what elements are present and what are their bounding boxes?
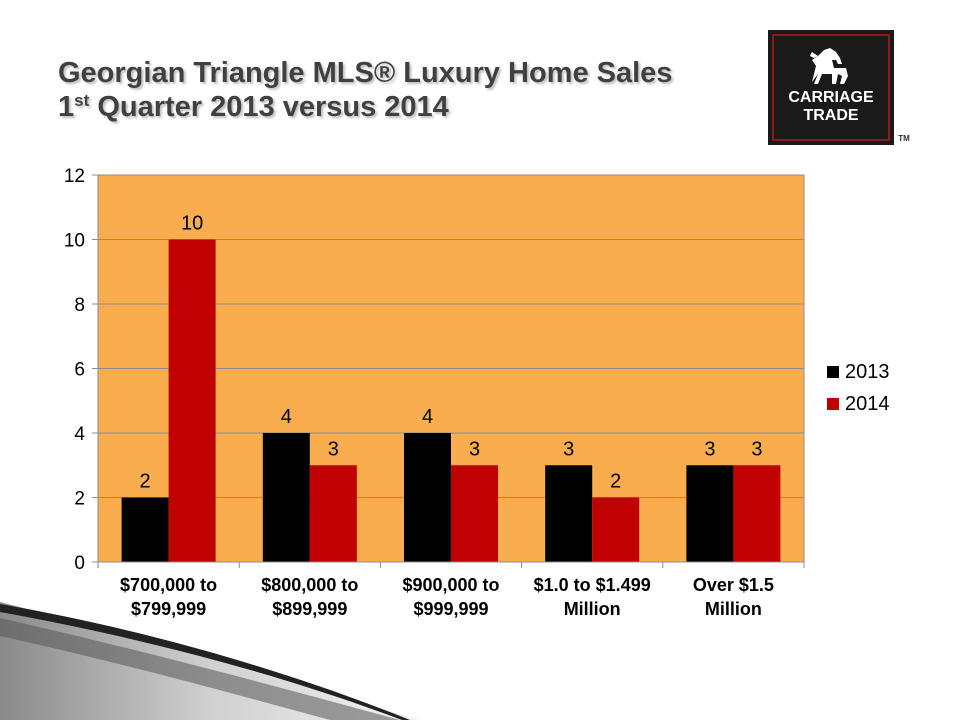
logo-line2: TRADE [803,107,858,124]
bar-2013 [121,497,169,562]
bar-2014 [733,465,781,562]
x-tick-label: $700,000 to [120,575,217,595]
x-tick-label: $1.0 to $1.499 [534,575,651,595]
title-line2-number: 1 [58,91,75,123]
title-line2-superscript: st [74,91,90,110]
bar-2013 [686,465,734,562]
x-tick-label: $799,999 [131,599,206,619]
data-label: 3 [751,438,762,460]
x-axis: $700,000 to $799,999 $800,000 to $899,999 $9… [97,561,805,619]
bar-2014 [309,465,357,562]
x-tick-label: Over $1.5 [693,575,774,595]
logo-trademark: TM [898,134,910,143]
legend-label-2014: 2014 [845,393,890,415]
data-label: 3 [469,438,480,460]
x-tick-label: Million [564,599,621,619]
y-tick-label: 10 [64,231,85,252]
y-tick-label: 4 [74,424,85,445]
data-label: 2 [140,471,151,493]
y-tick-label: 12 [64,166,85,187]
legend-swatch-2013 [827,366,839,378]
legend: 2013 2014 [827,361,890,415]
bar-2014 [168,239,216,562]
y-tick-label: 2 [74,489,85,510]
bar-2014 [451,465,498,562]
data-label: 10 [181,213,203,235]
bars [121,239,781,562]
bar-2014 [592,497,640,562]
data-label: 3 [563,438,574,460]
carriage-trade-logo: CARRIAGE TRADE TM [768,30,910,145]
data-label: 4 [281,406,292,428]
title-line2: 1st Quarter 2013 versus 2014 [58,90,672,124]
title-line1: Georgian Triangle MLS® Luxury Home Sales [58,57,673,89]
data-label: 3 [328,438,339,460]
x-tick-label: $900,000 to [402,575,499,595]
decorative-swoosh [0,602,420,720]
legend-swatch-2014 [827,398,839,410]
bar-2013 [545,465,593,562]
y-tick-label: 6 [74,360,85,381]
data-label: 3 [704,438,715,460]
x-tick-label: $999,999 [413,599,488,619]
logo-line1: CARRIAGE [788,89,874,106]
x-tick-label: Million [705,599,762,619]
y-tick-label: 8 [74,295,85,316]
title-line2-rest: Quarter 2013 versus 2014 [89,91,449,123]
data-label: 4 [422,406,433,428]
y-axis: 0 2 4 6 8 10 12 [64,166,98,574]
bar-2013 [404,433,451,562]
data-label: 2 [610,471,621,493]
page-title: Georgian Triangle MLS® Luxury Home Sales… [58,56,672,124]
x-tick-label: $800,000 to [261,575,358,595]
legend-label-2013: 2013 [845,361,890,383]
y-tick-label: 0 [74,553,85,574]
bar-2013 [262,433,310,562]
bar-labels: 2 4 4 3 3 10 3 3 2 3 [140,213,763,493]
x-tick-label: $899,999 [272,599,347,619]
horse-icon [810,48,848,84]
